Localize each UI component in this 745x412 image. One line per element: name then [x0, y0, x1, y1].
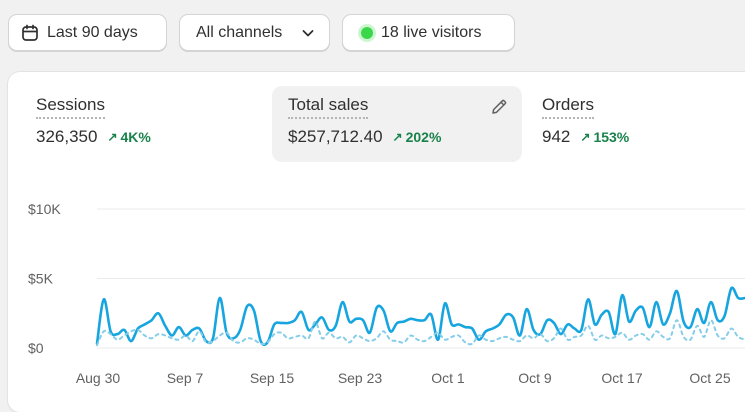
metric-change: ↗ 202%: [393, 129, 442, 145]
metric-change: ↗ 4K%: [107, 129, 150, 145]
chevron-down-icon: [302, 29, 314, 36]
metric-change-value: 4K%: [120, 129, 151, 145]
date-range-label: Last 90 days: [47, 23, 138, 41]
x-tick-label: Aug 30: [76, 370, 121, 386]
analytics-card: Sessions 326,350 ↗ 4K% Total sales $257,…: [8, 72, 745, 412]
y-tick-label: $5K: [28, 271, 54, 287]
metric-value: 942: [542, 127, 571, 146]
live-status-dot: [361, 26, 373, 39]
channels-label: All channels: [196, 23, 283, 41]
sales-chart[interactable]: $0 $5K $10K Aug 30 Sep 7 Sep 15 Sep 23 Oct 1 Oct…: [0, 0, 745, 401]
x-tick-label: Sep 23: [338, 370, 383, 386]
x-tick-label: Oct 17: [601, 370, 642, 386]
metric-label: Total sales: [288, 95, 369, 119]
x-tick-label: Oct 9: [518, 370, 552, 386]
pencil-icon[interactable]: [490, 98, 508, 116]
channels-dropdown[interactable]: All channels: [179, 14, 330, 51]
metric-label: Sessions: [36, 95, 105, 119]
metric-change: ↗ 153%: [580, 129, 629, 145]
metric-change-value: 202%: [405, 129, 442, 145]
comparison-series-line: [96, 319, 745, 347]
metric-change-value: 153%: [593, 129, 630, 145]
x-tick-label: Oct 25: [689, 370, 730, 386]
metric-value: $257,712.40: [288, 127, 383, 146]
metric-sessions[interactable]: Sessions 326,350 ↗ 4K%: [20, 86, 270, 162]
metric-label: Orders: [542, 95, 594, 119]
arrow-up-right-icon: ↗: [107, 130, 118, 144]
date-range-button[interactable]: Last 90 days: [8, 14, 167, 51]
metric-total-sales[interactable]: Total sales $257,712.40 ↗ 202%: [272, 86, 522, 162]
calendar-icon: [22, 24, 38, 41]
x-tick-label: Sep 15: [250, 370, 295, 386]
metric-orders[interactable]: Orders 942 ↗ 153%: [526, 86, 745, 162]
toolbar: Last 90 days All channels 18 live visito…: [8, 14, 515, 51]
y-tick-label: $0: [28, 340, 44, 356]
x-tick-label: Oct 1: [431, 370, 465, 386]
live-visitors-label: 18 live visitors: [381, 23, 482, 41]
sales-series-line: [95, 286, 745, 347]
x-tick-label: Sep 7: [167, 370, 204, 386]
arrow-up-right-icon: ↗: [580, 130, 591, 144]
arrow-up-right-icon: ↗: [392, 130, 403, 144]
y-tick-label: $10K: [28, 201, 61, 217]
live-visitors-button[interactable]: 18 live visitors: [342, 14, 515, 51]
metric-value: 326,350: [36, 127, 98, 146]
